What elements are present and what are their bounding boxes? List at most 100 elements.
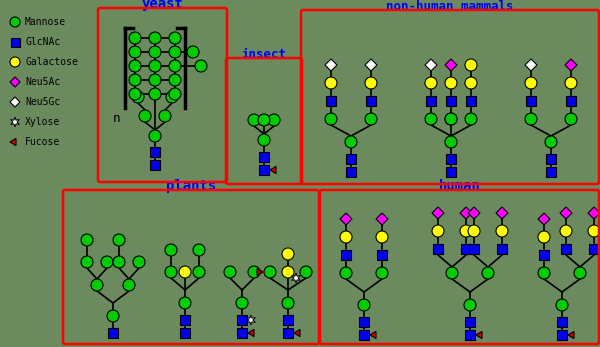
Circle shape [10, 57, 20, 67]
Circle shape [113, 256, 125, 268]
Bar [426, 96, 436, 106]
Polygon shape [588, 207, 600, 219]
Text: GlcNAc: GlcNAc [25, 37, 60, 47]
Circle shape [465, 77, 477, 89]
Text: insect: insect [241, 48, 287, 60]
Circle shape [81, 256, 93, 268]
Circle shape [574, 267, 586, 279]
Text: human: human [439, 179, 481, 193]
Bar [237, 328, 247, 338]
Polygon shape [538, 213, 550, 225]
Bar [346, 154, 356, 164]
Bar [283, 328, 293, 338]
Circle shape [560, 225, 572, 237]
Polygon shape [468, 207, 480, 219]
Circle shape [129, 74, 141, 86]
Bar [465, 317, 475, 327]
Bar [150, 147, 160, 157]
Circle shape [565, 113, 577, 125]
Circle shape [525, 77, 537, 89]
Circle shape [193, 244, 205, 256]
Polygon shape [425, 59, 437, 71]
Polygon shape [476, 331, 482, 339]
Bar [557, 330, 567, 340]
Circle shape [264, 266, 276, 278]
Polygon shape [496, 207, 508, 219]
Bar [326, 96, 336, 106]
Circle shape [10, 17, 20, 27]
Polygon shape [257, 268, 263, 276]
Circle shape [445, 136, 457, 148]
Polygon shape [568, 331, 574, 339]
Polygon shape [445, 59, 457, 71]
Circle shape [425, 77, 437, 89]
Circle shape [588, 225, 600, 237]
Circle shape [358, 299, 370, 311]
Circle shape [445, 113, 457, 125]
Bar [283, 315, 293, 325]
Circle shape [325, 77, 337, 89]
Text: Neu5Gc: Neu5Gc [25, 97, 60, 107]
Bar [589, 244, 599, 254]
Circle shape [165, 244, 177, 256]
Bar [366, 96, 376, 106]
Circle shape [179, 297, 191, 309]
Circle shape [224, 266, 236, 278]
Circle shape [166, 91, 178, 103]
Circle shape [129, 88, 141, 100]
Circle shape [248, 266, 260, 278]
Circle shape [565, 77, 577, 89]
Polygon shape [340, 213, 352, 225]
Bar [465, 330, 475, 340]
Circle shape [268, 114, 280, 126]
Circle shape [282, 248, 294, 260]
Circle shape [129, 32, 141, 44]
Circle shape [149, 60, 161, 72]
Polygon shape [325, 59, 337, 71]
Circle shape [149, 88, 161, 100]
Polygon shape [247, 315, 256, 325]
Polygon shape [10, 97, 20, 107]
Bar [108, 328, 118, 338]
Circle shape [81, 234, 93, 246]
Circle shape [169, 88, 181, 100]
Text: non-human mammals: non-human mammals [386, 0, 514, 12]
Circle shape [376, 231, 388, 243]
Text: yeast: yeast [142, 0, 184, 11]
Circle shape [169, 60, 181, 72]
Bar [526, 96, 536, 106]
Circle shape [445, 113, 457, 125]
Bar [11, 37, 19, 46]
Polygon shape [432, 207, 444, 219]
Circle shape [282, 297, 294, 309]
Circle shape [446, 267, 458, 279]
Circle shape [195, 60, 207, 72]
Bar [346, 167, 356, 177]
Text: n: n [113, 111, 121, 125]
Bar [566, 96, 576, 106]
Polygon shape [248, 329, 254, 337]
Circle shape [193, 266, 205, 278]
Bar [446, 154, 456, 164]
Circle shape [365, 77, 377, 89]
Circle shape [149, 74, 161, 86]
Circle shape [482, 267, 494, 279]
Text: Neu5Ac: Neu5Ac [25, 77, 60, 87]
Circle shape [365, 113, 377, 125]
Circle shape [132, 91, 144, 103]
Polygon shape [10, 138, 16, 146]
Circle shape [129, 46, 141, 58]
Bar [497, 244, 507, 254]
Bar [180, 328, 190, 338]
Bar [433, 244, 443, 254]
Polygon shape [10, 77, 20, 87]
Circle shape [159, 110, 171, 122]
Circle shape [465, 113, 477, 125]
Circle shape [538, 267, 550, 279]
Polygon shape [365, 59, 377, 71]
Polygon shape [460, 207, 472, 219]
Circle shape [248, 114, 260, 126]
Text: Mannose: Mannose [25, 17, 66, 27]
Bar [561, 244, 571, 254]
Circle shape [236, 297, 248, 309]
